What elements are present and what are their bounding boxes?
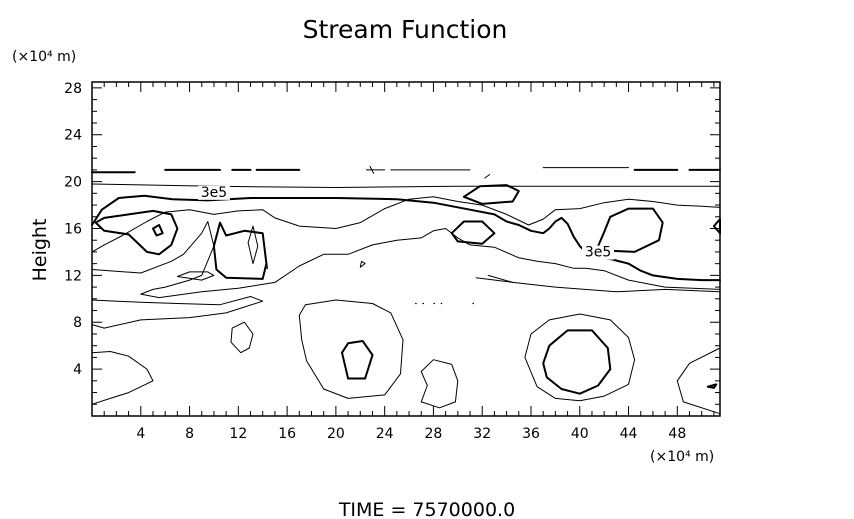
contour-line-thick <box>706 383 718 389</box>
x-tick-label: 20 <box>327 426 345 442</box>
contour-line-thick <box>152 224 164 237</box>
contour-line-thin <box>484 174 490 179</box>
y-tick-label: 8 <box>73 315 82 331</box>
x-tick-label: 36 <box>522 426 540 442</box>
x-tick-label: 28 <box>425 426 443 442</box>
contour-line-thin <box>487 274 721 293</box>
contour-lines <box>91 165 721 415</box>
contour-line-thick <box>597 207 664 253</box>
y-tick-label: 20 <box>64 175 82 191</box>
contour-line-thin <box>91 183 721 188</box>
x-tick-label: 12 <box>229 426 247 442</box>
y-axis-unit: (×10⁴ m) <box>12 49 76 65</box>
contour-line-thin <box>676 347 721 415</box>
plot-frame <box>91 81 721 417</box>
x-tick-label: 8 <box>185 426 194 442</box>
contour-line-thin <box>298 299 404 399</box>
contour-line-thick <box>91 194 721 282</box>
y-tick-label: 24 <box>64 128 82 144</box>
contour-line-thin <box>264 260 269 269</box>
contour-line-thin <box>359 260 366 268</box>
contour-line-thin <box>176 271 215 281</box>
contour-line-thin <box>420 359 459 409</box>
contour-line-thick <box>212 221 268 280</box>
contour-line-thin <box>91 296 264 329</box>
contour-labels: 3e5 3e5 <box>197 185 615 261</box>
contour-line-thin <box>91 196 721 253</box>
y-tick-label: 4 <box>73 362 82 378</box>
contour-line-thin <box>230 321 254 354</box>
contour-line-thin <box>524 313 636 402</box>
contour-label: 3e5 <box>585 245 611 261</box>
x-tick-label: 48 <box>668 426 686 442</box>
contour-line-thin <box>475 277 514 283</box>
x-tick-label: 16 <box>278 426 296 442</box>
contour-line-thin <box>247 225 259 265</box>
contour-label: 3e5 <box>201 185 227 201</box>
x-tick-label: 32 <box>473 426 491 442</box>
contour-line-thick <box>341 340 374 380</box>
contour-line-thin <box>91 221 721 299</box>
contour-line-thick <box>712 218 721 235</box>
x-axis-unit: (×10⁴ m) <box>650 449 714 465</box>
contour-line-thin <box>91 351 154 405</box>
time-readout: TIME = 7570000.0 <box>338 499 515 519</box>
x-tick-label: 40 <box>571 426 589 442</box>
x-tick-label: 24 <box>376 426 394 442</box>
contour-line-thick <box>542 329 612 395</box>
x-tick-label: 4 <box>136 426 145 442</box>
contour-line-thick <box>94 209 179 256</box>
contour-label-background <box>197 185 230 200</box>
y-tick-label: 16 <box>64 221 82 237</box>
x-tick-label: 44 <box>620 426 638 442</box>
chart-title: Stream Function <box>303 15 508 44</box>
y-tick-label: 28 <box>64 81 82 97</box>
contour-line-thick <box>450 220 496 245</box>
y-axis-label: Height <box>29 219 51 282</box>
contour-line-thin <box>369 165 375 174</box>
contour-label-background <box>582 245 615 260</box>
y-tick-label: 12 <box>64 268 82 284</box>
contour-line-thick <box>462 184 520 205</box>
axis-ticks <box>92 82 720 416</box>
